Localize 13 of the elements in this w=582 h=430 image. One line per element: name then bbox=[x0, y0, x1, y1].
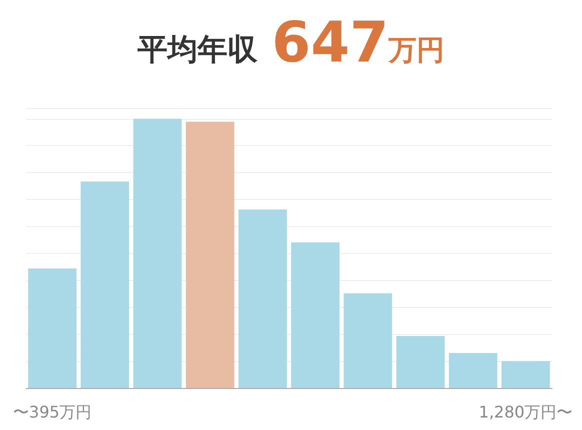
bar bbox=[448, 353, 498, 388]
bar bbox=[291, 242, 340, 388]
bar bbox=[238, 210, 287, 388]
bar bbox=[28, 268, 76, 388]
bar bbox=[133, 118, 182, 388]
x-tick-label: 〜395万円 bbox=[13, 402, 92, 422]
bar bbox=[186, 122, 234, 388]
bar bbox=[80, 182, 130, 388]
bar bbox=[502, 361, 550, 388]
bar bbox=[396, 336, 445, 388]
x-tick-label: 1,280万円〜 bbox=[478, 402, 573, 422]
chart-title: 平均年収 647万円 bbox=[136, 10, 445, 76]
bar bbox=[344, 293, 392, 388]
